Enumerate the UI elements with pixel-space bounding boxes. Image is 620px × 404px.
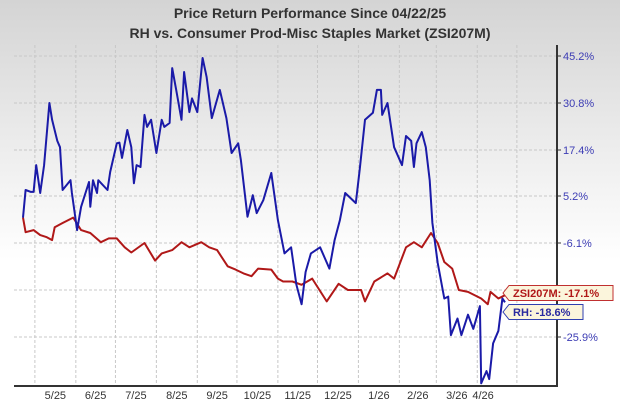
- end-label-zsi207m: ZSI207M: -17.1%: [513, 288, 599, 300]
- y-tick-label: 5.2%: [563, 191, 588, 203]
- x-tick-label: 12/25: [324, 390, 352, 402]
- x-tick-label: 9/25: [206, 390, 227, 402]
- x-tick-label: 11/25: [284, 390, 311, 402]
- x-tick-label: 1/26: [368, 390, 389, 402]
- x-tick-label: 3/26: [446, 390, 467, 402]
- chart-title: Price Return Performance Since 04/22/25: [173, 5, 447, 21]
- end-label-box-rh: [502, 304, 584, 320]
- series-line-rh: [22, 57, 506, 385]
- y-tick-label: -25.9%: [563, 332, 598, 344]
- x-tick-label: 5/25: [45, 390, 66, 402]
- x-tick-label: 4/26: [472, 390, 493, 402]
- x-tick-label: 2/26: [407, 390, 428, 402]
- x-tick-label: 8/25: [166, 390, 187, 402]
- x-tick-label: 7/25: [125, 390, 146, 402]
- y-tick-label: -6.1%: [563, 238, 592, 250]
- y-tick-label: 45.2%: [563, 51, 594, 63]
- x-tick-label: 10/25: [244, 390, 272, 402]
- end-label-box-zsi207m: [502, 285, 614, 301]
- y-tick-label: 30.8%: [563, 98, 594, 110]
- end-label-rh: RH: -18.6%: [513, 307, 571, 319]
- y-tick-label: 17.4%: [563, 145, 594, 157]
- x-tick-label: 6/25: [85, 390, 106, 402]
- chart-subtitle: RH vs. Consumer Prod-Misc Staples Market…: [129, 25, 491, 41]
